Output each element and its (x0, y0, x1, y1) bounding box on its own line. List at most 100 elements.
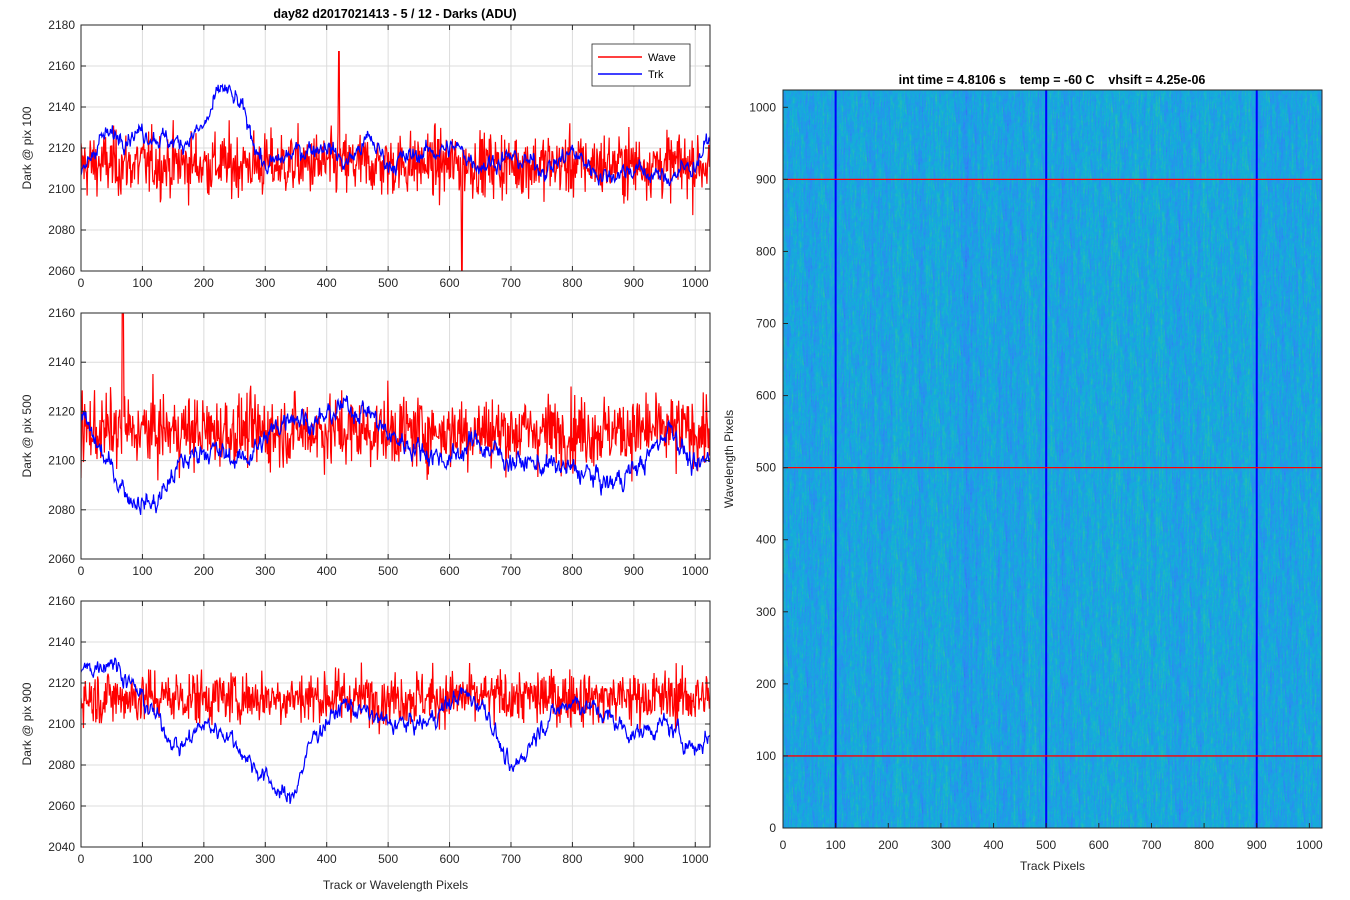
x-tick-label: 800 (562, 852, 582, 866)
marker-lines (783, 90, 1322, 828)
y-tick-label: 2180 (48, 18, 75, 32)
x-tick-label: 200 (194, 564, 214, 578)
x-tick-label: 800 (562, 276, 582, 290)
x-tick-label: 200 (194, 276, 214, 290)
y-tick-label: 2080 (48, 223, 75, 237)
x-tick-label: 700 (1141, 838, 1161, 852)
x-tick-label: 900 (1247, 838, 1267, 852)
x-tick-label: 100 (826, 838, 846, 852)
heatmap-panel: int time = 4.8106 s temp = -60 C vhsift … (722, 73, 1323, 873)
x-tick-label: 800 (1194, 838, 1214, 852)
series-line-wave (81, 51, 710, 271)
y-tick-label: 2160 (48, 306, 75, 320)
legend-box (591, 43, 691, 87)
series-line-wave (81, 313, 710, 482)
y-tick-label: 2140 (48, 355, 75, 369)
x-tick-label: 400 (317, 564, 337, 578)
y-tick-label: 700 (756, 317, 776, 331)
x-axis-label: Track or Wavelength Pixels (323, 878, 468, 892)
x-tick-label: 400 (317, 276, 337, 290)
y-tick-label: 1000 (749, 100, 776, 114)
y-axis-label: Wavelength Pixels (722, 410, 736, 508)
x-tick-label: 200 (878, 838, 898, 852)
x-tick-label: 0 (780, 838, 787, 852)
y-tick-label: 2100 (48, 454, 75, 468)
y-tick-label: 2120 (48, 676, 75, 690)
y-axis-label: Dark @ pix 900 (20, 682, 34, 765)
x-tick-label: 1000 (682, 564, 709, 578)
x-tick-label: 900 (624, 852, 644, 866)
x-tick-label: 500 (378, 564, 398, 578)
heatmap-image (783, 90, 1322, 828)
y-axis-label: Dark @ pix 500 (20, 394, 34, 477)
y-tick-label: 0 (769, 821, 776, 835)
x-tick-label: 700 (501, 852, 521, 866)
y-tick-label: 900 (756, 172, 776, 186)
y-tick-label: 2100 (48, 182, 75, 196)
y-axis-label: Dark @ pix 100 (20, 106, 34, 189)
x-tick-label: 1000 (682, 852, 709, 866)
figure-title: day82 d2017021413 - 5 / 12 - Darks (ADU) (273, 7, 516, 21)
x-tick-label: 700 (501, 276, 521, 290)
x-tick-label: 0 (78, 852, 85, 866)
series-line-wave (81, 662, 710, 735)
series-group (81, 657, 710, 804)
y-tick-label: 600 (756, 389, 776, 403)
x-axis-label: Track Pixels (1020, 859, 1085, 873)
y-tick-label: 2060 (48, 799, 75, 813)
x-tick-label: 400 (317, 852, 337, 866)
x-tick-label: 600 (440, 852, 460, 866)
y-tick-label: 2040 (48, 840, 75, 854)
x-tick-label: 700 (501, 564, 521, 578)
y-tick-label: 400 (756, 533, 776, 547)
axes-box (80, 312, 711, 560)
y-tick-label: 800 (756, 244, 776, 258)
heatmap-axes-box (782, 89, 1323, 829)
x-tick-label: 600 (440, 564, 460, 578)
x-tick-label: 0 (78, 276, 85, 290)
line-panel-pix500: 0 100 200 300 400 500 600 700 800 900 1000 2060 2080… (20, 306, 711, 578)
x-tick-label: 800 (562, 564, 582, 578)
heatmap-axes: 0 100 200 300 400 500 600 700 800 900 1000 0 100 200 3… (722, 89, 1323, 873)
y-tick-label: 300 (756, 605, 776, 619)
y-tick-label: 2060 (48, 552, 75, 566)
line-panel-pix900: 0 100 200 300 400 500 600 700 800 900 1000 2040 2060… (20, 594, 711, 892)
x-tick-label: 300 (255, 276, 275, 290)
y-tick-label: 2120 (48, 404, 75, 418)
x-tick-label: 100 (132, 852, 152, 866)
x-tick-label: 600 (1089, 838, 1109, 852)
x-tick-label: 200 (194, 852, 214, 866)
x-tick-label: 900 (624, 564, 644, 578)
y-tick-label: 2160 (48, 59, 75, 73)
legend-wave-label: Wave (648, 52, 676, 64)
x-tick-label: 300 (255, 852, 275, 866)
series-line-trk (81, 394, 710, 515)
series-line-trk (81, 83, 710, 187)
x-tick-label: 0 (78, 564, 85, 578)
series-line-trk (81, 657, 710, 804)
y-tick-label: 100 (756, 749, 776, 763)
legend: Wave Trk (591, 43, 691, 87)
series-group (81, 313, 710, 515)
x-tick-label: 600 (440, 276, 460, 290)
heatmap-title: int time = 4.8106 s temp = -60 C vhsift … (899, 73, 1206, 87)
x-tick-label: 500 (1036, 838, 1056, 852)
y-tick-label: 2060 (48, 264, 75, 278)
y-tick-label: 2140 (48, 635, 75, 649)
legend-trk-label: Trk (648, 69, 664, 81)
x-tick-label: 500 (378, 276, 398, 290)
y-tick-label: 2120 (48, 141, 75, 155)
x-tick-label: 100 (132, 276, 152, 290)
y-tick-label: 200 (756, 677, 776, 691)
x-tick-label: 1000 (1296, 838, 1323, 852)
x-tick-label: 100 (132, 564, 152, 578)
x-tick-label: 1000 (682, 276, 709, 290)
x-tick-label: 300 (931, 838, 951, 852)
y-tick-label: 2080 (48, 758, 75, 772)
x-tick-label: 400 (984, 838, 1004, 852)
x-tick-label: 300 (255, 564, 275, 578)
series-group (81, 51, 710, 271)
y-tick-label: 2160 (48, 594, 75, 608)
y-tick-label: 2100 (48, 717, 75, 731)
